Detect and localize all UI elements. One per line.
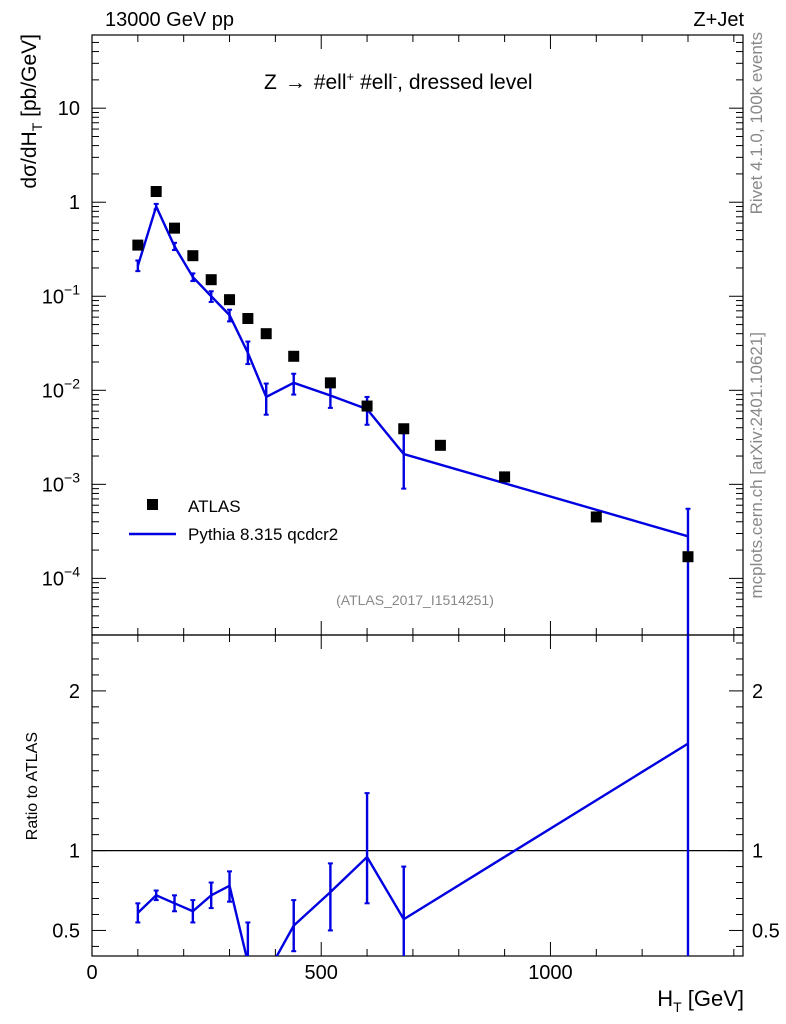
atlas-point [361, 400, 373, 412]
ratio-ytick-label-right: 2 [752, 681, 763, 703]
main-ytick-label: 10−4 [42, 563, 80, 590]
main-ytick-label-base: 1 [69, 192, 80, 214]
ratio-ytick-label-right: 0.5 [752, 920, 780, 942]
atlas-point [205, 274, 217, 286]
main-marks [132, 186, 694, 635]
ratio-frame [91, 634, 744, 957]
title-rest: , dressed level [397, 71, 532, 94]
ratio-marks [92, 635, 743, 956]
ratio-ytick-label-left: 1 [69, 841, 80, 863]
atlas-point [499, 471, 511, 483]
title-lepton2-sup: - [393, 69, 397, 84]
ratio-ylabel: Ratio to ATLAS [24, 732, 41, 840]
mcplots-label: mcplots.cern.ch [arXiv:2401.10621] [747, 332, 766, 598]
ratio-panel: 0.5 0.5 1 1 2 2 0 500 1000 Ratio to ATLAS HT [Ge… [24, 634, 780, 1015]
legend-pythia-label: Pythia 8.315 qcdcr2 [188, 525, 338, 544]
pythia-line [136, 203, 689, 538]
analysis-id: (ATLAS_2017_I1514251) [336, 592, 494, 608]
xlabel-unit: [GeV] [682, 986, 744, 1011]
main-ytick-label-base: 10 [58, 98, 80, 120]
main-ytick-label-base: 10 [42, 380, 64, 402]
atlas-point [169, 222, 181, 234]
atlas-point [288, 350, 300, 362]
atlas-point [434, 439, 446, 451]
xtick-label: 0 [86, 962, 97, 984]
main-ytick-label-base: 10 [42, 568, 64, 590]
ratio-ytick-label-left: 0.5 [52, 920, 80, 942]
title-z: Z [264, 71, 277, 94]
atlas-point [398, 423, 410, 435]
main-ytick-label-exp: −3 [64, 469, 80, 485]
ratio-ytick-label-right: 1 [752, 841, 763, 863]
xlabel-main: H [657, 986, 673, 1011]
title-lepton1-sup: + [347, 69, 355, 84]
xtick-label: 1000 [528, 962, 573, 984]
header-left: 13000 GeV pp [105, 9, 234, 31]
main-ytick-label: 10−2 [42, 375, 80, 402]
atlas-point [324, 377, 336, 389]
rivet-label: Rivet 4.1.0, 100k events [747, 32, 766, 214]
title-lepton1: #ell [314, 71, 347, 94]
main-ytick-label: 1 [69, 192, 80, 214]
legend-atlas-marker [147, 499, 158, 510]
atlas-point [242, 313, 254, 325]
main-ytick-label: 10−1 [42, 281, 80, 308]
atlas-point [150, 186, 162, 198]
legend: ATLAS Pythia 8.315 qcdcr2 [129, 497, 338, 544]
atlas-point [260, 328, 272, 340]
title-lepton2: #ell [360, 71, 393, 94]
main-ylabel: dσ/dHT [pb/GeV] [18, 34, 45, 189]
ratio-ytick-label-left: 2 [69, 681, 80, 703]
main-ytick-label-exp: −2 [64, 375, 80, 391]
main-ytick-label: 10 [58, 98, 80, 120]
main-ytick-label-base: 10 [42, 286, 64, 308]
main-ylabel-sub: T [29, 122, 45, 131]
plot-title: Z → #ell+ #ell-, dressed level [264, 69, 533, 94]
xlabel: HT [GeV] [657, 986, 744, 1015]
legend-atlas-label: ATLAS [188, 497, 241, 516]
main-frame [91, 34, 744, 636]
atlas-point [224, 294, 236, 306]
main-ytick-label-exp: −1 [64, 281, 80, 297]
title-arrow: → [285, 71, 306, 94]
xtick-label: 500 [305, 962, 338, 984]
main-ytick-label: 10−3 [42, 469, 80, 496]
atlas-point [682, 551, 694, 563]
atlas-point [132, 239, 144, 251]
atlas-point [590, 511, 602, 523]
main-ytick-label-base: 10 [42, 474, 64, 496]
ratio-line [137, 742, 689, 956]
xlabel-sub: T [673, 999, 682, 1015]
ratio-clipped-group [92, 635, 743, 956]
ratio-ticks: 0.5 0.5 1 1 2 2 0 500 1000 [52, 635, 780, 984]
header-right: Z+Jet [693, 9, 744, 31]
main-ytick-label-exp: −4 [64, 563, 80, 579]
atlas-point [187, 250, 199, 262]
main-ylabel-unit: [pb/GeV] [18, 34, 41, 123]
main-ylabel-main: dσ/dH [18, 131, 41, 188]
